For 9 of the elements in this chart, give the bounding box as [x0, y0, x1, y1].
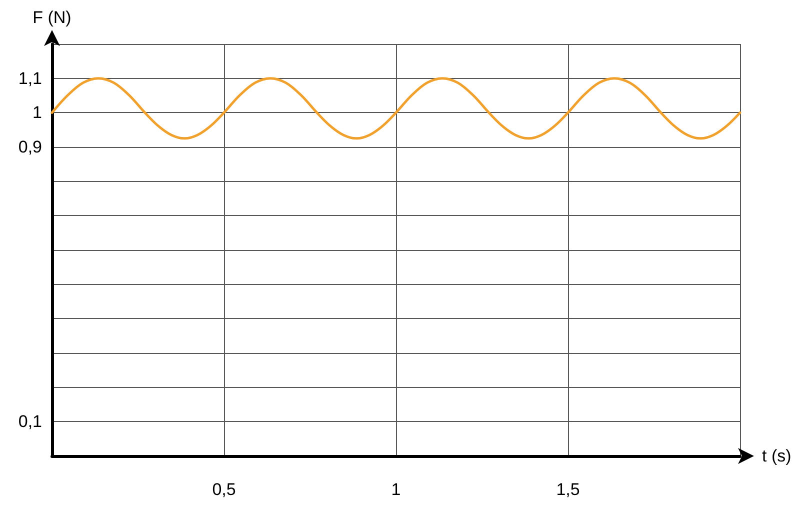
x-axis-title: t (s)	[762, 446, 792, 466]
y-tick-label: 0,9	[18, 138, 42, 156]
y-tick-label: 1,1	[18, 68, 42, 88]
y-tick-label: 1	[32, 103, 42, 122]
y-axis-title: F (N)	[32, 8, 72, 27]
x-tick-label: 1	[391, 480, 401, 499]
x-tick-label: 0,5	[212, 480, 236, 499]
y-tick-label: 0,1	[18, 412, 42, 432]
x-tick-label: 1,5	[556, 480, 580, 499]
